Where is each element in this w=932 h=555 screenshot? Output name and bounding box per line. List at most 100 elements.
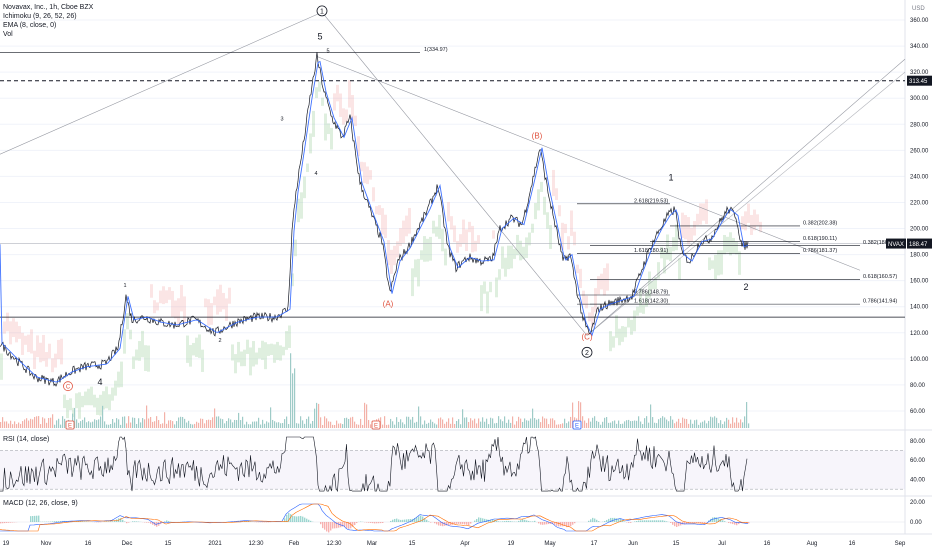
volume-bar — [282, 423, 283, 428]
macd-histogram-bar — [510, 521, 511, 522]
cloud-segment — [717, 250, 720, 275]
cloud-segment — [753, 210, 756, 231]
volume-bar — [478, 418, 479, 428]
volume-bar — [666, 420, 667, 428]
cloud-segment — [546, 212, 549, 228]
cloud-segment — [279, 345, 282, 360]
macd-histogram-bar — [656, 520, 657, 522]
volume-bar — [628, 420, 629, 428]
cloud-segment — [606, 263, 609, 290]
volume-bar — [356, 424, 357, 428]
cloud-segment — [237, 342, 240, 362]
cloud-segment — [552, 170, 555, 196]
wave-label-text: (B) — [532, 132, 543, 141]
macd-histogram-bar — [366, 522, 367, 523]
wave-label: 2 — [582, 347, 592, 357]
cloud-segment — [207, 299, 210, 325]
volume-bar — [448, 418, 449, 428]
cloud-segment — [45, 352, 48, 367]
macd-histogram-bar — [32, 516, 33, 522]
volume-bar — [20, 424, 21, 428]
cloud-segment — [51, 358, 54, 372]
macd-histogram-bar — [376, 522, 377, 523]
price-tick-label: 220.00 — [910, 200, 929, 206]
macd-histogram-bar — [6, 522, 7, 523]
cloud-segment — [570, 210, 573, 235]
volume-bar — [650, 404, 651, 428]
cloud-segment — [246, 340, 249, 354]
macd-histogram-bar — [534, 521, 535, 522]
volume-bar — [428, 423, 429, 428]
volume-legend[interactable]: Vol — [3, 30, 13, 39]
cloud-segment — [354, 116, 357, 126]
ema-legend[interactable]: EMA (8, close, 0) — [3, 21, 56, 30]
macd-histogram-bar — [640, 520, 641, 522]
earnings-marker: E — [372, 421, 380, 430]
macd-histogram-bar — [350, 522, 351, 528]
volume-bar — [44, 418, 45, 428]
volume-bar — [642, 424, 643, 428]
cloud-segment — [126, 313, 129, 329]
rsi-tick-label: 60.00 — [910, 458, 926, 464]
volume-bar — [264, 424, 265, 428]
volume-bar — [0, 422, 1, 428]
cloud-segment — [54, 354, 57, 368]
cloud-segment — [171, 291, 174, 317]
volume-bar — [342, 424, 343, 428]
price-tick-label: 280.00 — [910, 122, 929, 128]
macd-histogram-bar — [594, 519, 595, 522]
cloud-segment — [258, 348, 261, 359]
cloud-segment — [504, 258, 507, 277]
volume-bar — [144, 419, 145, 428]
volume-bar — [544, 418, 545, 428]
volume-bar — [24, 420, 25, 428]
macd-histogram-bar — [506, 521, 507, 522]
volume-bar — [644, 418, 645, 428]
volume-bar — [260, 425, 261, 428]
rsi-legend[interactable]: RSI (14, close) — [3, 435, 49, 444]
cloud-segment — [240, 352, 243, 367]
cloud-segment — [615, 315, 618, 338]
macd-histogram-bar — [570, 522, 571, 526]
cloud-segment — [219, 285, 222, 312]
macd-histogram-bar — [338, 522, 339, 528]
cloud-segment — [198, 334, 201, 357]
cloud-segment — [117, 372, 120, 388]
cloud-segment — [66, 400, 69, 418]
volume-bar — [620, 424, 621, 428]
volume-bar — [634, 421, 635, 428]
volume-bar — [746, 402, 747, 428]
cloud-segment — [123, 329, 126, 353]
volume-bar — [566, 423, 567, 428]
volume-bar — [660, 418, 661, 428]
cloud-segment — [216, 289, 219, 314]
volume-bar — [672, 420, 673, 428]
volume-bar — [232, 422, 233, 428]
wave-label: 1 — [123, 283, 126, 289]
macd-legend[interactable]: MACD (12, 26, close, 9) — [3, 499, 78, 508]
ichimoku-legend[interactable]: Ichimoku (9, 26, 52, 26) — [3, 12, 77, 21]
volume-bar — [564, 419, 565, 428]
cloud-segment — [633, 310, 636, 331]
cloud-segment — [510, 246, 513, 269]
macd-histogram-bar — [0, 522, 1, 523]
macd-histogram-bar — [322, 522, 323, 528]
volume-bar — [680, 423, 681, 428]
fib-level-label: 1(334.97) — [424, 47, 448, 53]
cloud-segment — [732, 238, 735, 254]
volume-bar — [394, 425, 395, 428]
volume-bar — [438, 418, 439, 428]
volume-bar — [456, 421, 457, 428]
volume-bar — [748, 423, 749, 428]
macd-histogram-bar — [680, 522, 681, 525]
volume-bar — [636, 421, 637, 428]
macd-histogram-bar — [332, 522, 333, 529]
volume-bar — [188, 421, 189, 428]
macd-histogram-bar — [310, 521, 311, 522]
macd-histogram-bar — [588, 521, 589, 522]
macd-histogram-bar — [748, 522, 749, 523]
volume-bar — [100, 416, 101, 428]
cloud-segment — [267, 344, 270, 356]
